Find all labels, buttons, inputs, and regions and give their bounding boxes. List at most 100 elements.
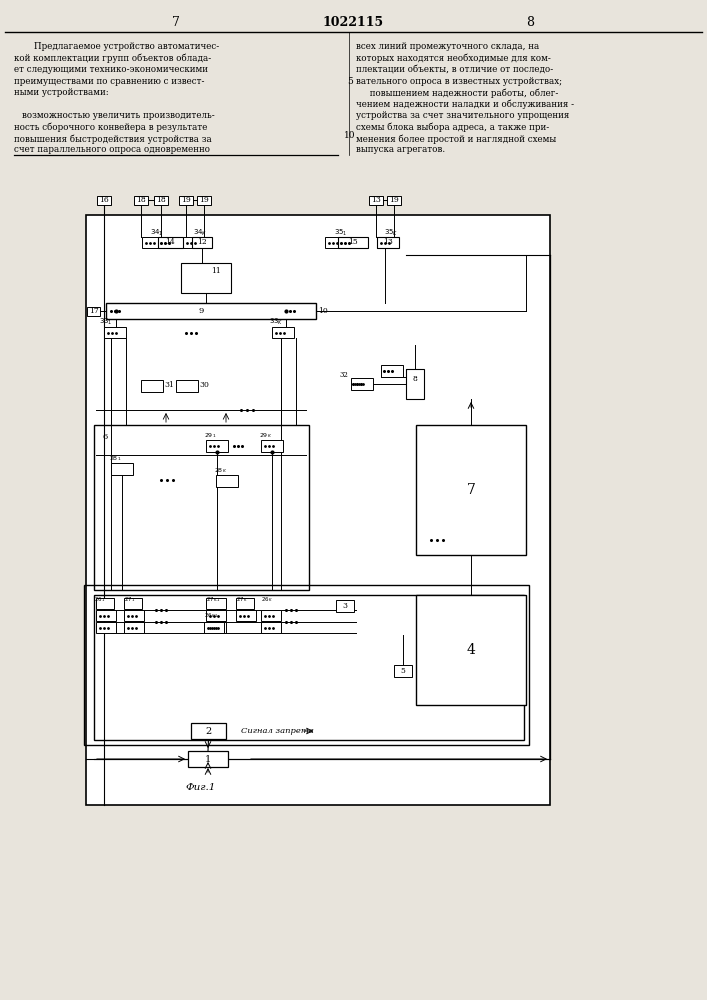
- Text: 2: 2: [205, 726, 211, 736]
- Bar: [261, 610, 281, 621]
- Bar: [96, 610, 116, 621]
- Text: 5: 5: [347, 77, 353, 86]
- Bar: [416, 425, 526, 555]
- Text: $27_1$: $27_1$: [124, 595, 135, 604]
- Text: $29_1$: $29_1$: [204, 432, 216, 440]
- Text: 7: 7: [467, 483, 475, 497]
- Text: 10: 10: [318, 307, 328, 315]
- Text: повышением надежности работы, облег-: повышением надежности работы, облег-: [356, 88, 559, 98]
- Text: $26_K$: $26_K$: [261, 595, 273, 604]
- Text: счет параллельного опроса одновременно: счет параллельного опроса одновременно: [14, 145, 210, 154]
- Text: Предлагаемое устройство автоматичес-: Предлагаемое устройство автоматичес-: [34, 42, 219, 51]
- Text: 31: 31: [164, 381, 174, 389]
- Bar: [351, 378, 373, 390]
- Bar: [106, 303, 316, 319]
- Text: устройства за счет значительного упрощения: устройства за счет значительного упрощен…: [356, 111, 569, 120]
- Bar: [381, 365, 403, 377]
- Text: возможностью увеличить производитель-: возможностью увеличить производитель-: [22, 111, 215, 120]
- Text: 19: 19: [181, 196, 191, 204]
- Text: 1022115: 1022115: [322, 15, 384, 28]
- Bar: [124, 598, 142, 609]
- Text: $26_{K\text{-}1}$: $26_{K\text{-}1}$: [204, 611, 219, 620]
- Bar: [142, 237, 162, 248]
- Text: 14: 14: [165, 238, 175, 246]
- Text: 9: 9: [198, 307, 204, 315]
- Bar: [94, 425, 309, 590]
- Bar: [377, 237, 399, 248]
- Bar: [124, 610, 144, 621]
- Bar: [181, 263, 231, 293]
- Text: 13: 13: [371, 196, 381, 204]
- Text: ными устройствами:: ными устройствами:: [14, 88, 109, 97]
- Text: 13: 13: [383, 238, 393, 246]
- Bar: [176, 380, 198, 392]
- Text: 19: 19: [199, 196, 209, 204]
- Bar: [206, 440, 228, 452]
- Bar: [206, 622, 226, 633]
- Bar: [96, 622, 116, 633]
- Text: которых находятся необходимые для ком-: которых находятся необходимые для ком-: [356, 53, 551, 63]
- Text: кой комплектации групп объектов облада-: кой комплектации групп объектов облада-: [14, 53, 211, 63]
- Text: 32: 32: [339, 371, 349, 379]
- Text: $33_1$: $33_1$: [99, 317, 113, 327]
- Bar: [377, 237, 397, 248]
- Bar: [406, 369, 424, 399]
- Text: 6: 6: [103, 433, 108, 441]
- Bar: [336, 600, 354, 612]
- Text: 19: 19: [389, 196, 399, 204]
- Text: плектации объекты, в отличие от последо-: плектации объекты, в отличие от последо-: [356, 65, 554, 74]
- Bar: [191, 723, 226, 739]
- Bar: [197, 196, 211, 205]
- Text: $35_K$: $35_K$: [384, 228, 398, 238]
- Text: $27_K$: $27_K$: [236, 595, 248, 604]
- Bar: [88, 306, 100, 316]
- Text: $29_K$: $29_K$: [259, 432, 272, 440]
- Text: $33_K$: $33_K$: [269, 317, 284, 327]
- Text: 10: 10: [344, 131, 356, 140]
- Text: чением надежности наладки и обслуживания -: чением надежности наладки и обслуживания…: [356, 100, 574, 109]
- Text: 30: 30: [199, 381, 209, 389]
- Bar: [154, 196, 168, 205]
- Bar: [111, 463, 133, 475]
- Bar: [416, 595, 526, 705]
- Text: повышения быстродействия устройства за: повышения быстродействия устройства за: [14, 134, 212, 143]
- Text: 18: 18: [156, 196, 166, 204]
- Bar: [261, 440, 283, 452]
- Text: 17: 17: [89, 307, 99, 315]
- Text: всех линий промежуточного склада, на: всех линий промежуточного склада, на: [356, 42, 539, 51]
- Bar: [206, 598, 226, 609]
- Text: схемы блока выбора адреса, а также при-: схемы блока выбора адреса, а также при-: [356, 122, 549, 132]
- Bar: [97, 196, 111, 205]
- Text: 12: 12: [197, 238, 207, 246]
- Bar: [387, 196, 401, 205]
- Text: ность сборочного конвейера в результате: ность сборочного конвейера в результате: [14, 122, 207, 132]
- Text: $27_{K\text{-}1}$: $27_{K\text{-}1}$: [206, 595, 221, 604]
- Bar: [394, 665, 412, 677]
- Text: $26_1$: $26_1$: [94, 595, 105, 604]
- Bar: [179, 196, 193, 205]
- Text: ет следующими технико-экономическими: ет следующими технико-экономическими: [14, 65, 208, 74]
- Text: $28_K$: $28_K$: [214, 467, 227, 475]
- Text: 5: 5: [401, 667, 405, 675]
- Bar: [134, 196, 148, 205]
- Bar: [261, 622, 281, 633]
- Bar: [206, 610, 226, 621]
- Text: $28_1$: $28_1$: [109, 455, 122, 463]
- Text: 7: 7: [172, 15, 180, 28]
- Text: выпуска агрегатов.: выпуска агрегатов.: [356, 145, 445, 154]
- Bar: [325, 237, 345, 248]
- Bar: [158, 237, 183, 248]
- Text: 11: 11: [211, 267, 221, 275]
- Text: вательного опроса в известных устройствах;: вательного опроса в известных устройства…: [356, 77, 562, 86]
- Text: 8: 8: [413, 375, 417, 383]
- Text: 4: 4: [467, 643, 475, 657]
- Bar: [216, 475, 238, 487]
- Bar: [369, 196, 383, 205]
- Text: 15: 15: [348, 238, 358, 246]
- Text: $35_1$: $35_1$: [334, 228, 348, 238]
- Bar: [338, 237, 368, 248]
- Text: 3: 3: [342, 602, 348, 610]
- Bar: [141, 380, 163, 392]
- Text: $34_1$: $34_1$: [150, 228, 164, 238]
- Text: 1: 1: [205, 754, 211, 764]
